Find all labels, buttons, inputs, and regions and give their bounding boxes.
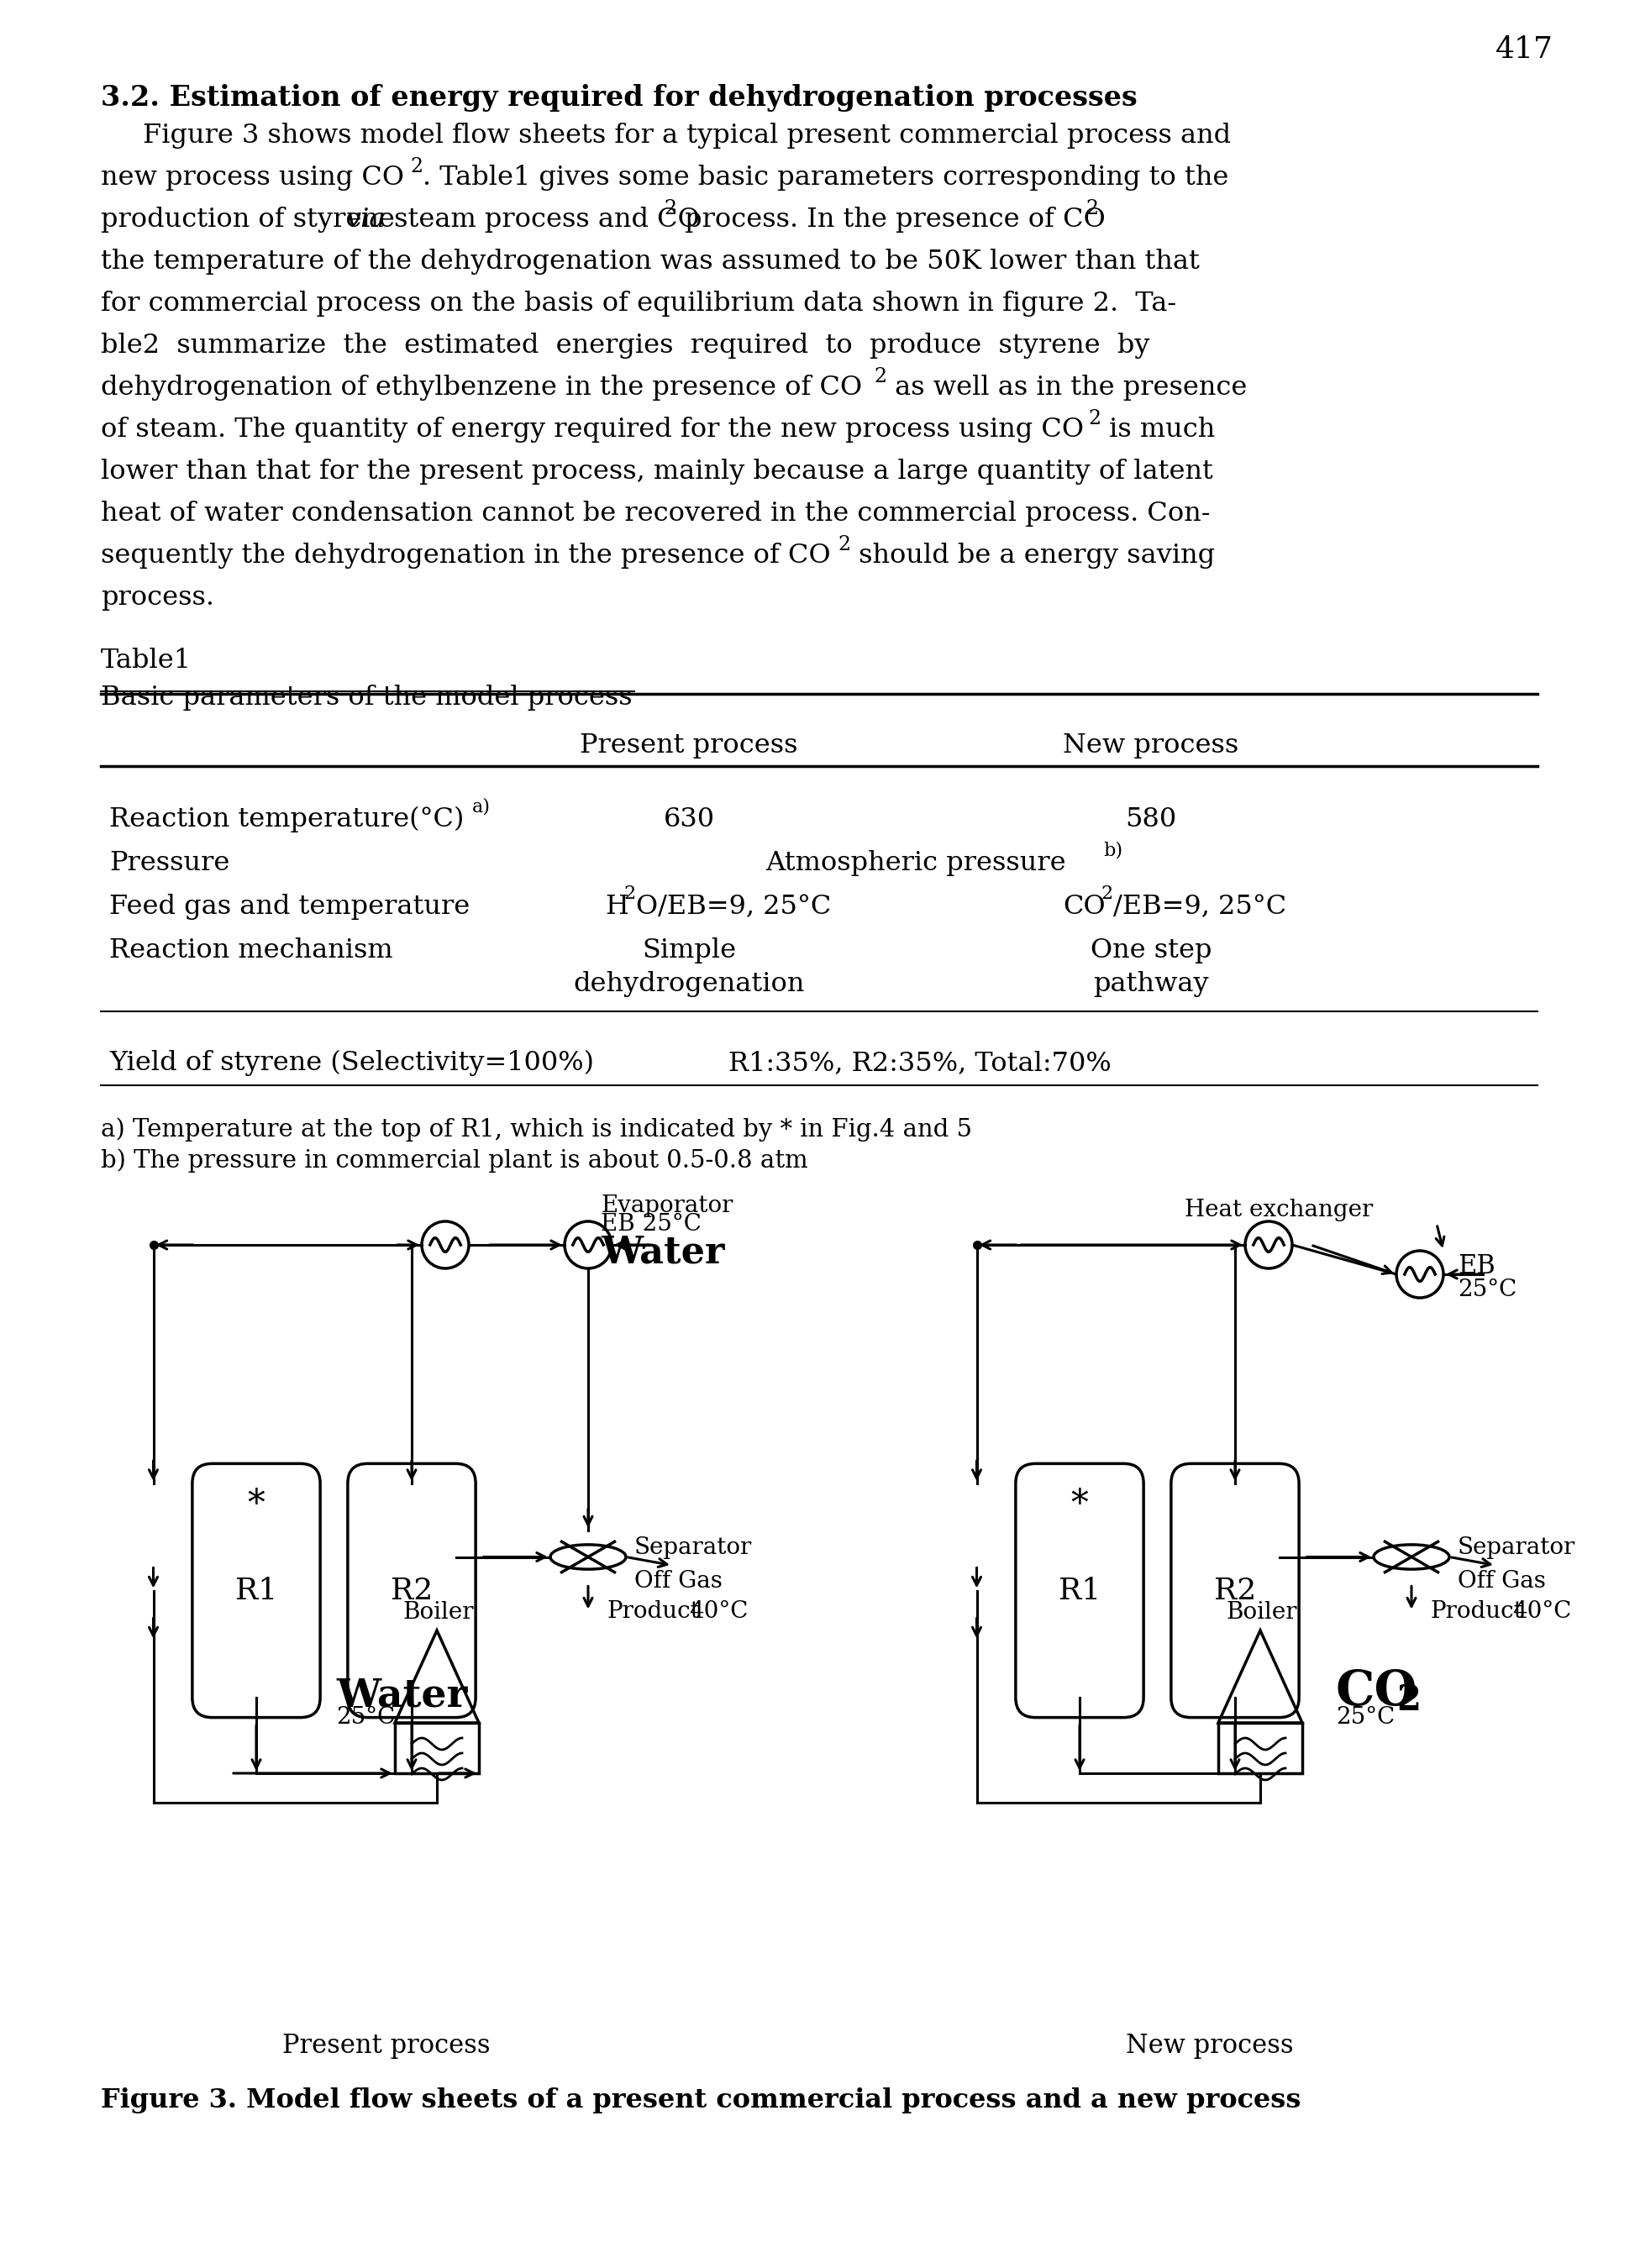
FancyBboxPatch shape (348, 1463, 476, 1717)
Text: Boiler: Boiler (1227, 1601, 1297, 1624)
Text: R1: R1 (1058, 1576, 1100, 1606)
Text: is much: is much (1100, 417, 1215, 442)
Text: R1: R1 (235, 1576, 277, 1606)
Text: production of styrene: production of styrene (100, 206, 403, 234)
Text: /EB=9, 25°C: /EB=9, 25°C (1114, 894, 1286, 921)
Text: should be a energy saving: should be a energy saving (850, 542, 1215, 569)
Text: 2: 2 (1087, 408, 1100, 429)
Text: Reaction temperature(°C): Reaction temperature(°C) (110, 807, 472, 832)
Text: Simple: Simple (641, 937, 736, 964)
Text: 2: 2 (664, 200, 676, 218)
Text: Yield of styrene (Selectivity=100%): Yield of styrene (Selectivity=100%) (110, 1050, 594, 1077)
Text: 40°C: 40°C (1512, 1601, 1571, 1624)
Text: *: * (248, 1488, 266, 1522)
Text: 25°C: 25°C (1458, 1279, 1517, 1302)
Text: Figure 3. Model flow sheets of a present commercial process and a new process: Figure 3. Model flow sheets of a present… (100, 2087, 1301, 2114)
Text: 2: 2 (410, 156, 423, 177)
Text: for commercial process on the basis of equilibrium data shown in figure 2.  Ta-: for commercial process on the basis of e… (100, 290, 1176, 318)
Text: Atmospheric pressure: Atmospheric pressure (766, 850, 1074, 875)
Text: process. In the presence of CO: process. In the presence of CO (676, 206, 1105, 234)
Text: 3.2. Estimation of energy required for dehydrogenation processes: 3.2. Estimation of energy required for d… (100, 84, 1138, 111)
Text: 40°C: 40°C (689, 1601, 748, 1624)
Text: 417: 417 (1496, 36, 1553, 64)
Text: Water: Water (600, 1234, 725, 1270)
Text: CO: CO (1063, 894, 1105, 921)
Text: New process: New process (1063, 733, 1238, 758)
Text: 2: 2 (838, 535, 851, 553)
Text: Pressure: Pressure (110, 850, 230, 875)
Text: Separator: Separator (635, 1535, 753, 1558)
Text: b) The pressure in commercial plant is about 0.5-0.8 atm: b) The pressure in commercial plant is a… (100, 1148, 809, 1173)
Text: Evaporator: Evaporator (600, 1195, 733, 1218)
Text: Present process: Present process (282, 2032, 490, 2059)
Text: 2: 2 (1100, 885, 1112, 903)
Text: New process: New process (1127, 2032, 1294, 2059)
Text: CO: CO (1337, 1669, 1417, 1715)
Text: 25°C: 25°C (336, 1706, 395, 1728)
Text: EB 25°C: EB 25°C (600, 1213, 702, 1236)
Text: Boiler: Boiler (403, 1601, 474, 1624)
Text: heat of water condensation cannot be recovered in the commercial process. Con-: heat of water condensation cannot be rec… (100, 501, 1210, 526)
Text: a) Temperature at the top of R1, which is indicated by * in Fig.4 and 5: a) Temperature at the top of R1, which i… (100, 1118, 973, 1141)
Text: 630: 630 (663, 807, 715, 832)
Text: Feed gas and temperature: Feed gas and temperature (110, 894, 471, 921)
Text: H: H (605, 894, 628, 921)
Text: O/EB=9, 25°C: O/EB=9, 25°C (636, 894, 831, 921)
Text: Off Gas: Off Gas (635, 1569, 723, 1592)
Text: Off Gas: Off Gas (1458, 1569, 1547, 1592)
Text: R2: R2 (390, 1576, 433, 1606)
Text: steam process and CO: steam process and CO (385, 206, 700, 234)
Text: lower than that for the present process, mainly because a large quantity of late: lower than that for the present process,… (100, 458, 1214, 485)
FancyBboxPatch shape (192, 1463, 320, 1717)
Text: 25°C: 25°C (1337, 1706, 1396, 1728)
Text: Product: Product (1430, 1601, 1524, 1624)
Text: One step: One step (1091, 937, 1212, 964)
Text: pathway: pathway (1094, 971, 1209, 998)
Text: ble2  summarize  the  estimated  energies  required  to  produce  styrene  by: ble2 summarize the estimated energies re… (100, 333, 1150, 358)
Text: Separator: Separator (1458, 1535, 1576, 1558)
Text: Table1: Table1 (100, 649, 192, 674)
Text: . Table1 gives some basic parameters corresponding to the: . Table1 gives some basic parameters cor… (423, 166, 1228, 191)
Text: Water: Water (336, 1676, 467, 1715)
Text: b): b) (1104, 841, 1122, 860)
Text: 580: 580 (1125, 807, 1178, 832)
Text: sequently the dehydrogenation in the presence of CO: sequently the dehydrogenation in the pre… (100, 542, 830, 569)
Text: 2: 2 (623, 885, 635, 903)
FancyBboxPatch shape (1171, 1463, 1299, 1717)
Text: dehydrogenation of ethylbenzene in the presence of CO: dehydrogenation of ethylbenzene in the p… (100, 374, 863, 401)
FancyBboxPatch shape (1015, 1463, 1143, 1717)
Text: new process using CO: new process using CO (100, 166, 403, 191)
Text: Heat exchanger: Heat exchanger (1184, 1200, 1373, 1222)
Text: a): a) (472, 796, 490, 816)
Text: 2: 2 (874, 367, 887, 386)
Text: R2: R2 (1214, 1576, 1256, 1606)
Text: 2: 2 (1396, 1683, 1420, 1717)
Text: Reaction mechanism: Reaction mechanism (110, 937, 394, 964)
Text: as well as in the presence: as well as in the presence (886, 374, 1246, 401)
Text: process.: process. (100, 585, 215, 610)
Text: R1:35%, R2:35%, Total:70%: R1:35%, R2:35%, Total:70% (728, 1050, 1112, 1075)
Text: the temperature of the dehydrogenation was assumed to be 50K lower than that: the temperature of the dehydrogenation w… (100, 249, 1199, 274)
Text: 2: 2 (1086, 200, 1099, 218)
Text: of steam. The quantity of energy required for the new process using CO: of steam. The quantity of energy require… (100, 417, 1084, 442)
Text: *: * (1071, 1488, 1089, 1522)
Text: Present process: Present process (581, 733, 799, 758)
Text: Figure 3 shows model flow sheets for a typical present commercial process and: Figure 3 shows model flow sheets for a t… (143, 122, 1232, 150)
Text: Basic parameters of the model process: Basic parameters of the model process (100, 685, 633, 710)
Text: EB: EB (1458, 1254, 1496, 1279)
Text: Product: Product (607, 1601, 700, 1624)
Text: dehydrogenation: dehydrogenation (574, 971, 805, 998)
Text: via: via (346, 206, 385, 234)
